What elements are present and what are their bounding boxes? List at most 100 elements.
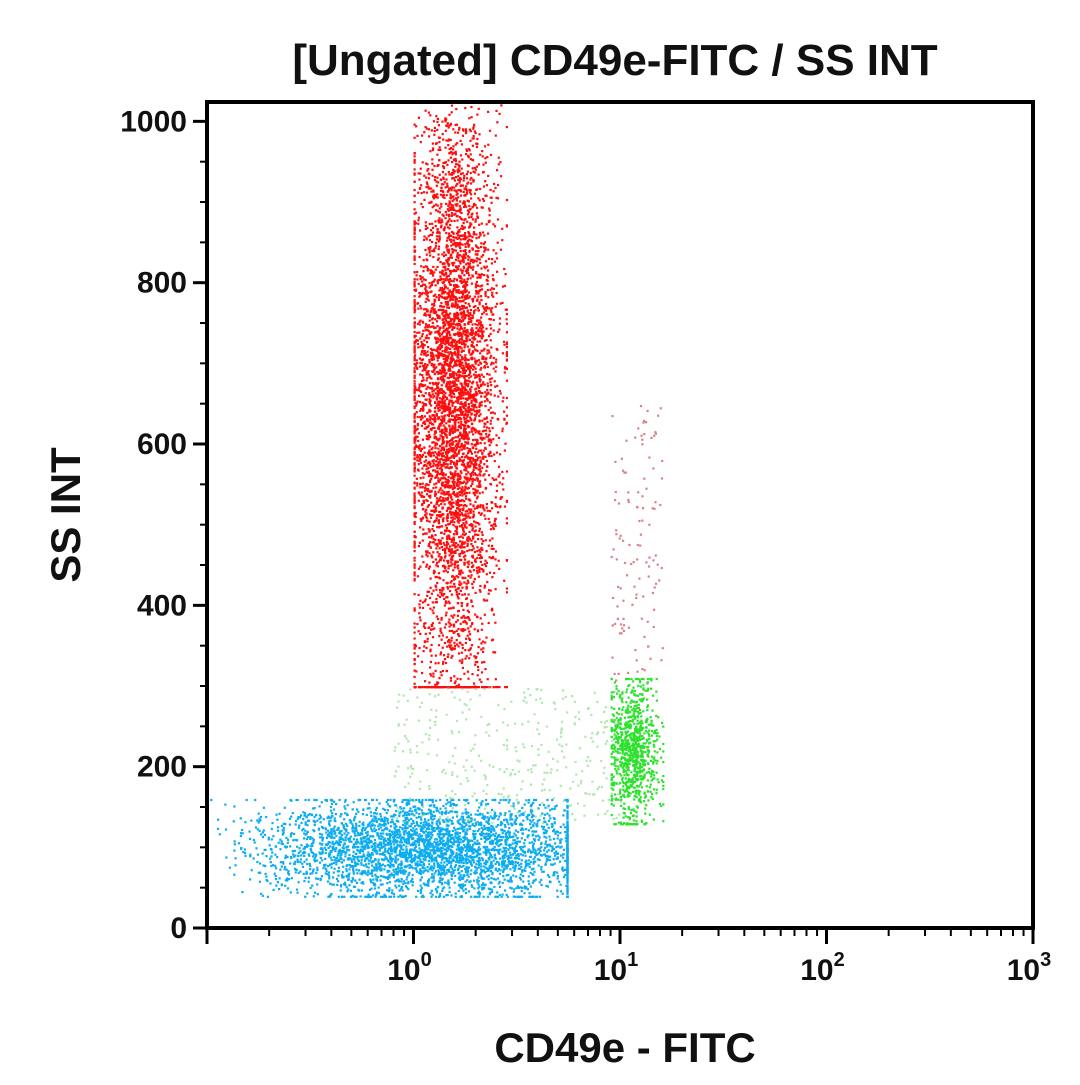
data-point [476,360,479,363]
data-point [416,435,419,438]
data-point [459,508,462,511]
data-point [488,474,491,477]
data-point [478,468,482,471]
data-point [439,376,442,379]
data-point [452,456,455,459]
data-point [465,329,468,332]
data-point [449,196,452,199]
data-point [479,261,482,264]
data-point [481,305,484,308]
data-point [416,400,419,403]
data-point [484,161,487,164]
data-point [482,647,485,650]
data-point [457,234,460,237]
data-point [476,307,480,310]
data-point [473,312,476,315]
data-point [413,454,416,457]
data-point [477,646,480,649]
data-point [429,596,432,600]
data-point [488,430,491,433]
data-point [413,578,416,581]
data-point [505,421,508,424]
data-point [451,647,454,650]
data-point [466,379,469,382]
data-point [443,473,446,476]
data-point [448,376,451,380]
data-point [478,523,481,526]
data-point [476,495,479,498]
data-point [451,654,454,657]
data-point [463,413,466,416]
data-point [443,262,446,265]
data-point [479,335,482,338]
data-point [414,334,417,338]
data-point [413,123,416,126]
data-point [466,331,469,334]
data-point [469,394,472,398]
data-point [413,446,416,449]
data-point [487,296,490,299]
data-point [440,477,443,480]
data-point [431,393,434,396]
data-point [467,413,470,416]
data-point [473,410,476,413]
data-point [426,493,429,496]
data-point [482,171,485,174]
data-point [475,257,478,260]
data-point [437,219,440,222]
data-point [495,564,498,567]
data-point [435,519,438,522]
data-point [428,433,431,437]
data-point [477,389,481,393]
data-point [460,552,463,555]
data-point [451,585,454,588]
data-point [459,589,462,592]
data-point [413,348,416,351]
data-point [446,190,450,193]
data-point [434,543,437,546]
data-point [457,254,461,257]
data-point [492,362,495,365]
data-point [494,558,497,561]
data-point [458,338,461,341]
data-point [444,524,447,527]
data-point [446,306,449,309]
data-point [436,683,439,686]
data-point [476,479,479,482]
data-point [437,572,441,575]
data-point [461,304,464,307]
data-point [428,530,431,533]
data-point [434,558,437,561]
data-point [474,394,478,397]
data-point [463,323,466,326]
data-point [473,655,476,658]
data-point [477,250,480,253]
data-point [473,130,476,133]
data-point [439,463,442,466]
data-point [469,222,472,225]
data-point [426,292,429,295]
data-point [456,473,459,476]
data-point [444,456,447,459]
data-point [434,331,437,334]
data-point [418,255,421,259]
data-point [477,335,480,338]
data-point [413,556,416,559]
data-point [434,268,437,271]
data-point [465,522,468,525]
data-point [447,330,451,333]
data-point [453,277,456,280]
data-point [488,351,491,354]
data-point [454,546,457,549]
data-point [413,235,416,238]
data-point [413,380,416,383]
data-point [463,371,466,374]
data-point [471,586,474,589]
data-point [464,621,467,624]
data-point [481,548,484,551]
data-point [446,543,449,546]
data-point [467,457,470,460]
data-point [438,540,441,543]
data-point [478,569,481,572]
data-point [451,428,454,431]
